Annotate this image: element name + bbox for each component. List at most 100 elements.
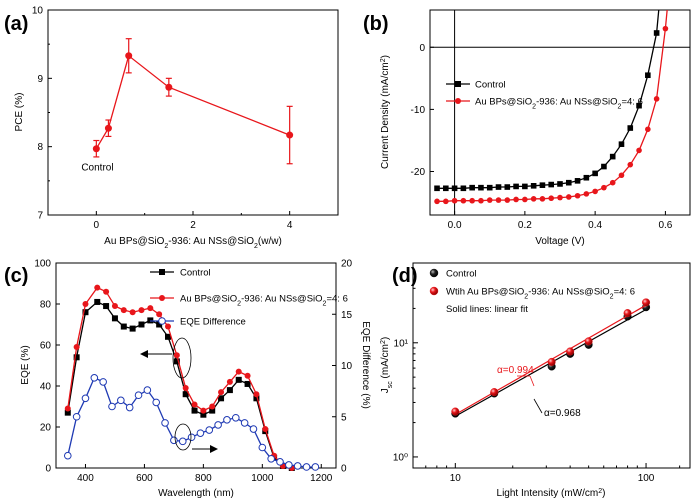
legend-marker-b <box>455 98 461 104</box>
y-right-tick-label-c: 10 <box>341 361 353 372</box>
x-axis-label-c: Wavelength (nm) <box>158 488 234 499</box>
data-point-b-1 <box>557 194 563 201</box>
data-point-c-2 <box>134 391 143 400</box>
data-point-c-1 <box>173 352 180 359</box>
data-point-d-1 <box>547 357 556 366</box>
y-tick-label-c: 80 <box>40 300 52 311</box>
data-point-c-0 <box>209 407 216 414</box>
data-point-c-1 <box>262 426 269 433</box>
data-point-c-0 <box>253 395 260 402</box>
clipped-data-b <box>434 10 669 205</box>
data-point-c-1 <box>209 403 216 410</box>
data-point-b-0 <box>583 174 590 181</box>
series-line-b-1 <box>437 10 668 202</box>
fit-label-black: α=0.968 <box>544 408 581 419</box>
y-tick-label-b: -20 <box>411 167 426 178</box>
x-tick-label-d: 100 <box>638 473 655 484</box>
legend-b: Control Au BPs@SiO2-936: Au NSs@SiO2=4: 6 <box>446 80 643 110</box>
y-tick-label-b: -10 <box>411 105 426 116</box>
series-line-b-0 <box>437 10 660 189</box>
data-point-c-0 <box>218 395 225 402</box>
data-point-b-0 <box>645 72 651 79</box>
data-point-d-1 <box>623 309 632 318</box>
data-point-b-0 <box>522 183 528 190</box>
plot-frame-a <box>47 9 339 216</box>
y-tick-label-a: 7 <box>37 211 43 222</box>
fit-label-red: α=0.994 <box>497 365 534 376</box>
y-right-tick-label-c: 0 <box>341 464 347 475</box>
data-point-c-2 <box>108 402 116 411</box>
y-tick-label-c: 20 <box>40 423 52 434</box>
y-axis-label-c: EQE (%) <box>20 345 31 384</box>
y-axis-right-label-c: EQE Difference (%) <box>360 321 371 409</box>
data-point-b-1 <box>486 197 493 203</box>
y-tick-label-c: 100 <box>34 259 51 270</box>
data-point-c-0 <box>235 376 242 383</box>
data-point-c-1 <box>64 405 71 412</box>
data-point-c-0 <box>64 409 71 416</box>
data-point-b-1 <box>548 195 555 202</box>
data-point-c-1 <box>218 389 225 396</box>
legend-label-d: Wtih Au BPs@SiO2-936: Au NSs@SiO2=4: 6 <box>446 287 635 301</box>
x-tick-label-b: 0.6 <box>658 220 672 231</box>
data-point-c-2 <box>285 461 293 469</box>
data-point-c-2 <box>276 458 284 466</box>
data-point-c-2 <box>293 462 302 470</box>
data-point-c-2 <box>178 437 187 446</box>
data-point-c-2 <box>72 412 81 421</box>
legend-label-c: Control <box>180 268 211 279</box>
data-point-b-0 <box>460 185 467 192</box>
data-point-c-2 <box>90 374 99 382</box>
data-point-c-0 <box>182 391 189 398</box>
axis-indicators-c <box>140 337 218 453</box>
data-a <box>92 38 294 165</box>
data-point-b-0 <box>495 184 502 190</box>
data-point-d-1 <box>566 347 575 356</box>
legend-note-d: Solid lines: linear fit <box>446 304 528 315</box>
data-point-c-1 <box>138 307 145 314</box>
x-tick-label-c: 1200 <box>310 473 333 484</box>
legend-label-b: Control <box>475 80 506 91</box>
data-point-b-0 <box>653 30 660 36</box>
legend-label-c: EQE Difference <box>180 317 246 328</box>
x-tick-label-a: 2 <box>190 220 196 231</box>
y-tick-label-a: 8 <box>37 142 43 153</box>
x-tick-label-c: 1000 <box>251 473 274 484</box>
data-point-b-0 <box>539 182 546 188</box>
x-axis-label-b: Voltage (V) <box>535 236 584 247</box>
ticks-a: 0 2 4 7 8 9 10 <box>32 6 339 231</box>
data-point-c-1 <box>73 344 80 351</box>
data-point-b-0 <box>592 170 598 177</box>
data-point-d-1 <box>490 388 499 397</box>
data-point-c-0 <box>120 323 127 330</box>
y-right-tick-label-c: 15 <box>341 310 353 321</box>
plot-frame-b <box>429 9 691 216</box>
data-point-c-1 <box>253 391 260 398</box>
data-point-b-1 <box>645 126 651 133</box>
panel-b: (b) 0.0 0.2 0.4 0.6 0 -10 -20 Control Au BPs@Si… <box>363 9 691 247</box>
data-point-b-1 <box>583 191 590 197</box>
data-point-b-0 <box>627 125 634 131</box>
data-point-c-2 <box>63 451 72 460</box>
data-point-c-0 <box>82 309 89 316</box>
panel-c: (c) 400 600 800 1000 12000204060801000510152… <box>4 259 371 500</box>
data-point-c-0 <box>94 298 101 305</box>
data-point-c-1 <box>165 323 171 330</box>
data-point-c-2 <box>223 416 231 424</box>
legend-label-c: Au BPs@SiO2-936: Au NSs@SiO2=4: 6 <box>180 294 348 308</box>
x-tick-label-c: 600 <box>136 473 153 484</box>
y-axis-label-d: Jsc (mA/cm2) <box>380 337 394 393</box>
data-point-b-1 <box>469 197 475 204</box>
series-line-a <box>95 54 290 150</box>
x-tick-label-a: 0 <box>94 220 100 231</box>
data-point-c-0 <box>156 321 163 328</box>
data-d: α=0.994 α=0.968 <box>451 298 651 419</box>
plot-frame-d <box>412 262 691 469</box>
y-tick-label-b: 0 <box>419 43 425 54</box>
x-tick-label-c: 800 <box>195 473 212 484</box>
data-point-b-1 <box>609 179 616 186</box>
data-point-c-1 <box>226 378 233 385</box>
data-point-c-2 <box>302 463 311 471</box>
data-point-c-2 <box>196 429 205 437</box>
data-point-b-1 <box>513 196 519 203</box>
